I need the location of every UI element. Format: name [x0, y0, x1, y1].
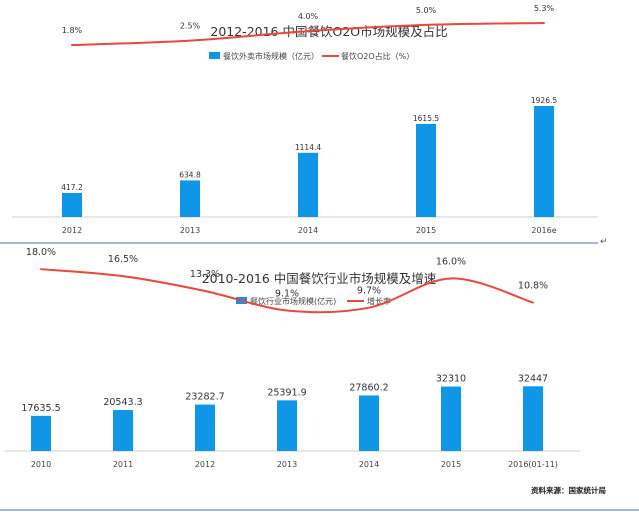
- chart-2-x-tick-label: 2016(01-11): [508, 460, 558, 469]
- chart-2-rate-label: 18.0%: [26, 247, 56, 258]
- chart-2-bar: [523, 386, 543, 451]
- chart-2-x-tick-label: 2012: [195, 460, 215, 469]
- chart-2-bar: [277, 400, 297, 451]
- chart-2-bar-label: 17635.5: [21, 403, 60, 414]
- chart-1-bar: [62, 192, 82, 217]
- chart-1-bar-label: 1615.5: [413, 114, 439, 123]
- chart-2-bar: [113, 410, 133, 451]
- chart-2-x-tick-label: 2010: [31, 460, 51, 469]
- chart-2-bar-label: 32447: [518, 373, 548, 384]
- chart-2-bar: [31, 415, 51, 451]
- chart-1-bar-label: 634.8: [179, 170, 201, 179]
- chart-1-bar: [180, 180, 200, 217]
- chart-2: 2010-2016 中国餐饮行业市场规模及增速 餐饮行业市场规模(亿元) 增长率…: [5, 247, 580, 469]
- chart-2-bars: [31, 386, 543, 451]
- chart-1-title: 2012-2016 中国餐饮O2O市场规模及占比: [210, 24, 447, 39]
- chart-1-legend: 餐饮外卖市场规模（亿元） 餐饮O2O占比（%）: [209, 51, 414, 61]
- chart-1-bar: [534, 106, 554, 217]
- return-mark-icon: ↵: [600, 237, 608, 247]
- chart-2-rate-label: 9.7%: [357, 286, 381, 297]
- chart-2-x-tick-label: 2014: [359, 460, 379, 469]
- chart-2-x-tick-label: 2015: [441, 460, 461, 469]
- chart-2-bar-label: 23282.7: [185, 392, 224, 403]
- chart-2-line-series: [40, 268, 534, 314]
- chart-2-legend-bar-label: 餐饮行业市场规模(亿元): [250, 296, 336, 306]
- chart-1-bar: [416, 123, 436, 217]
- chart-2-bar-label: 32310: [436, 374, 466, 385]
- chart-2-bar: [195, 404, 215, 451]
- chart-1-bar-label: 1114.4: [295, 143, 321, 152]
- chart-1-x-tick-label: 2016e: [531, 226, 556, 235]
- chart-2-bar: [359, 395, 379, 451]
- source-note: 资料来源：国家统计局: [531, 485, 606, 495]
- chart-2-line-layer: [40, 268, 534, 314]
- chart-1-rate-label: 5.3%: [534, 4, 555, 13]
- chart-2-bar-label: 20543.3: [103, 397, 142, 408]
- chart-2-bar-label: 27860.2: [349, 382, 388, 393]
- chart-1-rate-label: 4.0%: [298, 12, 319, 21]
- chart-1-line-layer: [71, 21, 545, 47]
- chart-2-labels: 17635.5 2010 20543.3 2011 23282.7 2012 25391.9…: [21, 247, 558, 469]
- chart-1-x-tick-label: 2014: [298, 226, 318, 235]
- chart-1-x-tick-label: 2012: [62, 226, 82, 235]
- chart-1-legend-line-label: 餐饮O2O占比（%）: [341, 51, 414, 61]
- chart-2-rate-label: 9.1%: [275, 288, 299, 299]
- chart-1-x-tick-label: 2013: [180, 226, 200, 235]
- chart-1-rate-label: 2.5%: [180, 22, 201, 31]
- chart-1-labels: 417.2 2012 634.8 2013 1114.4 2014 1615.5 2015 19…: [61, 4, 557, 235]
- chart-2-x-tick-label: 2013: [277, 460, 297, 469]
- chart-2-legend-line-label: 增长率: [367, 296, 391, 306]
- chart-2-bar-label: 25391.9: [267, 387, 306, 398]
- chart-1-legend-bar-label: 餐饮外卖市场规模（亿元）: [223, 51, 319, 61]
- chart-1-bars: [62, 106, 554, 217]
- chart-1: 2012-2016 中国餐饮O2O市场规模及占比 餐饮外卖市场规模（亿元） 餐饮…: [12, 4, 598, 235]
- chart-2-x-tick-label: 2011: [113, 460, 133, 469]
- chart-1-rate-label: 1.8%: [62, 26, 83, 35]
- chart-1-bar-label: 417.2: [61, 183, 83, 192]
- chart-1-x-tick-label: 2015: [416, 226, 436, 235]
- chart-1-rate-label: 5.0%: [416, 6, 437, 15]
- chart-2-rate-label: 16.5%: [108, 254, 138, 265]
- chart-1-bar: [298, 152, 318, 217]
- chart-1-bar-label: 1926.5: [531, 96, 557, 105]
- chart-2-title: 2010-2016 中国餐饮行业市场规模及增速: [202, 271, 437, 286]
- chart-2-rate-label: 10.8%: [518, 281, 548, 292]
- chart-2-bar: [441, 386, 461, 451]
- chart-1-legend-bar-swatch: [209, 52, 220, 59]
- chart-2-rate-label: 13.3%: [190, 269, 220, 280]
- chart-2-rate-label: 16.0%: [436, 256, 466, 267]
- chart-1-line-series: [71, 21, 545, 47]
